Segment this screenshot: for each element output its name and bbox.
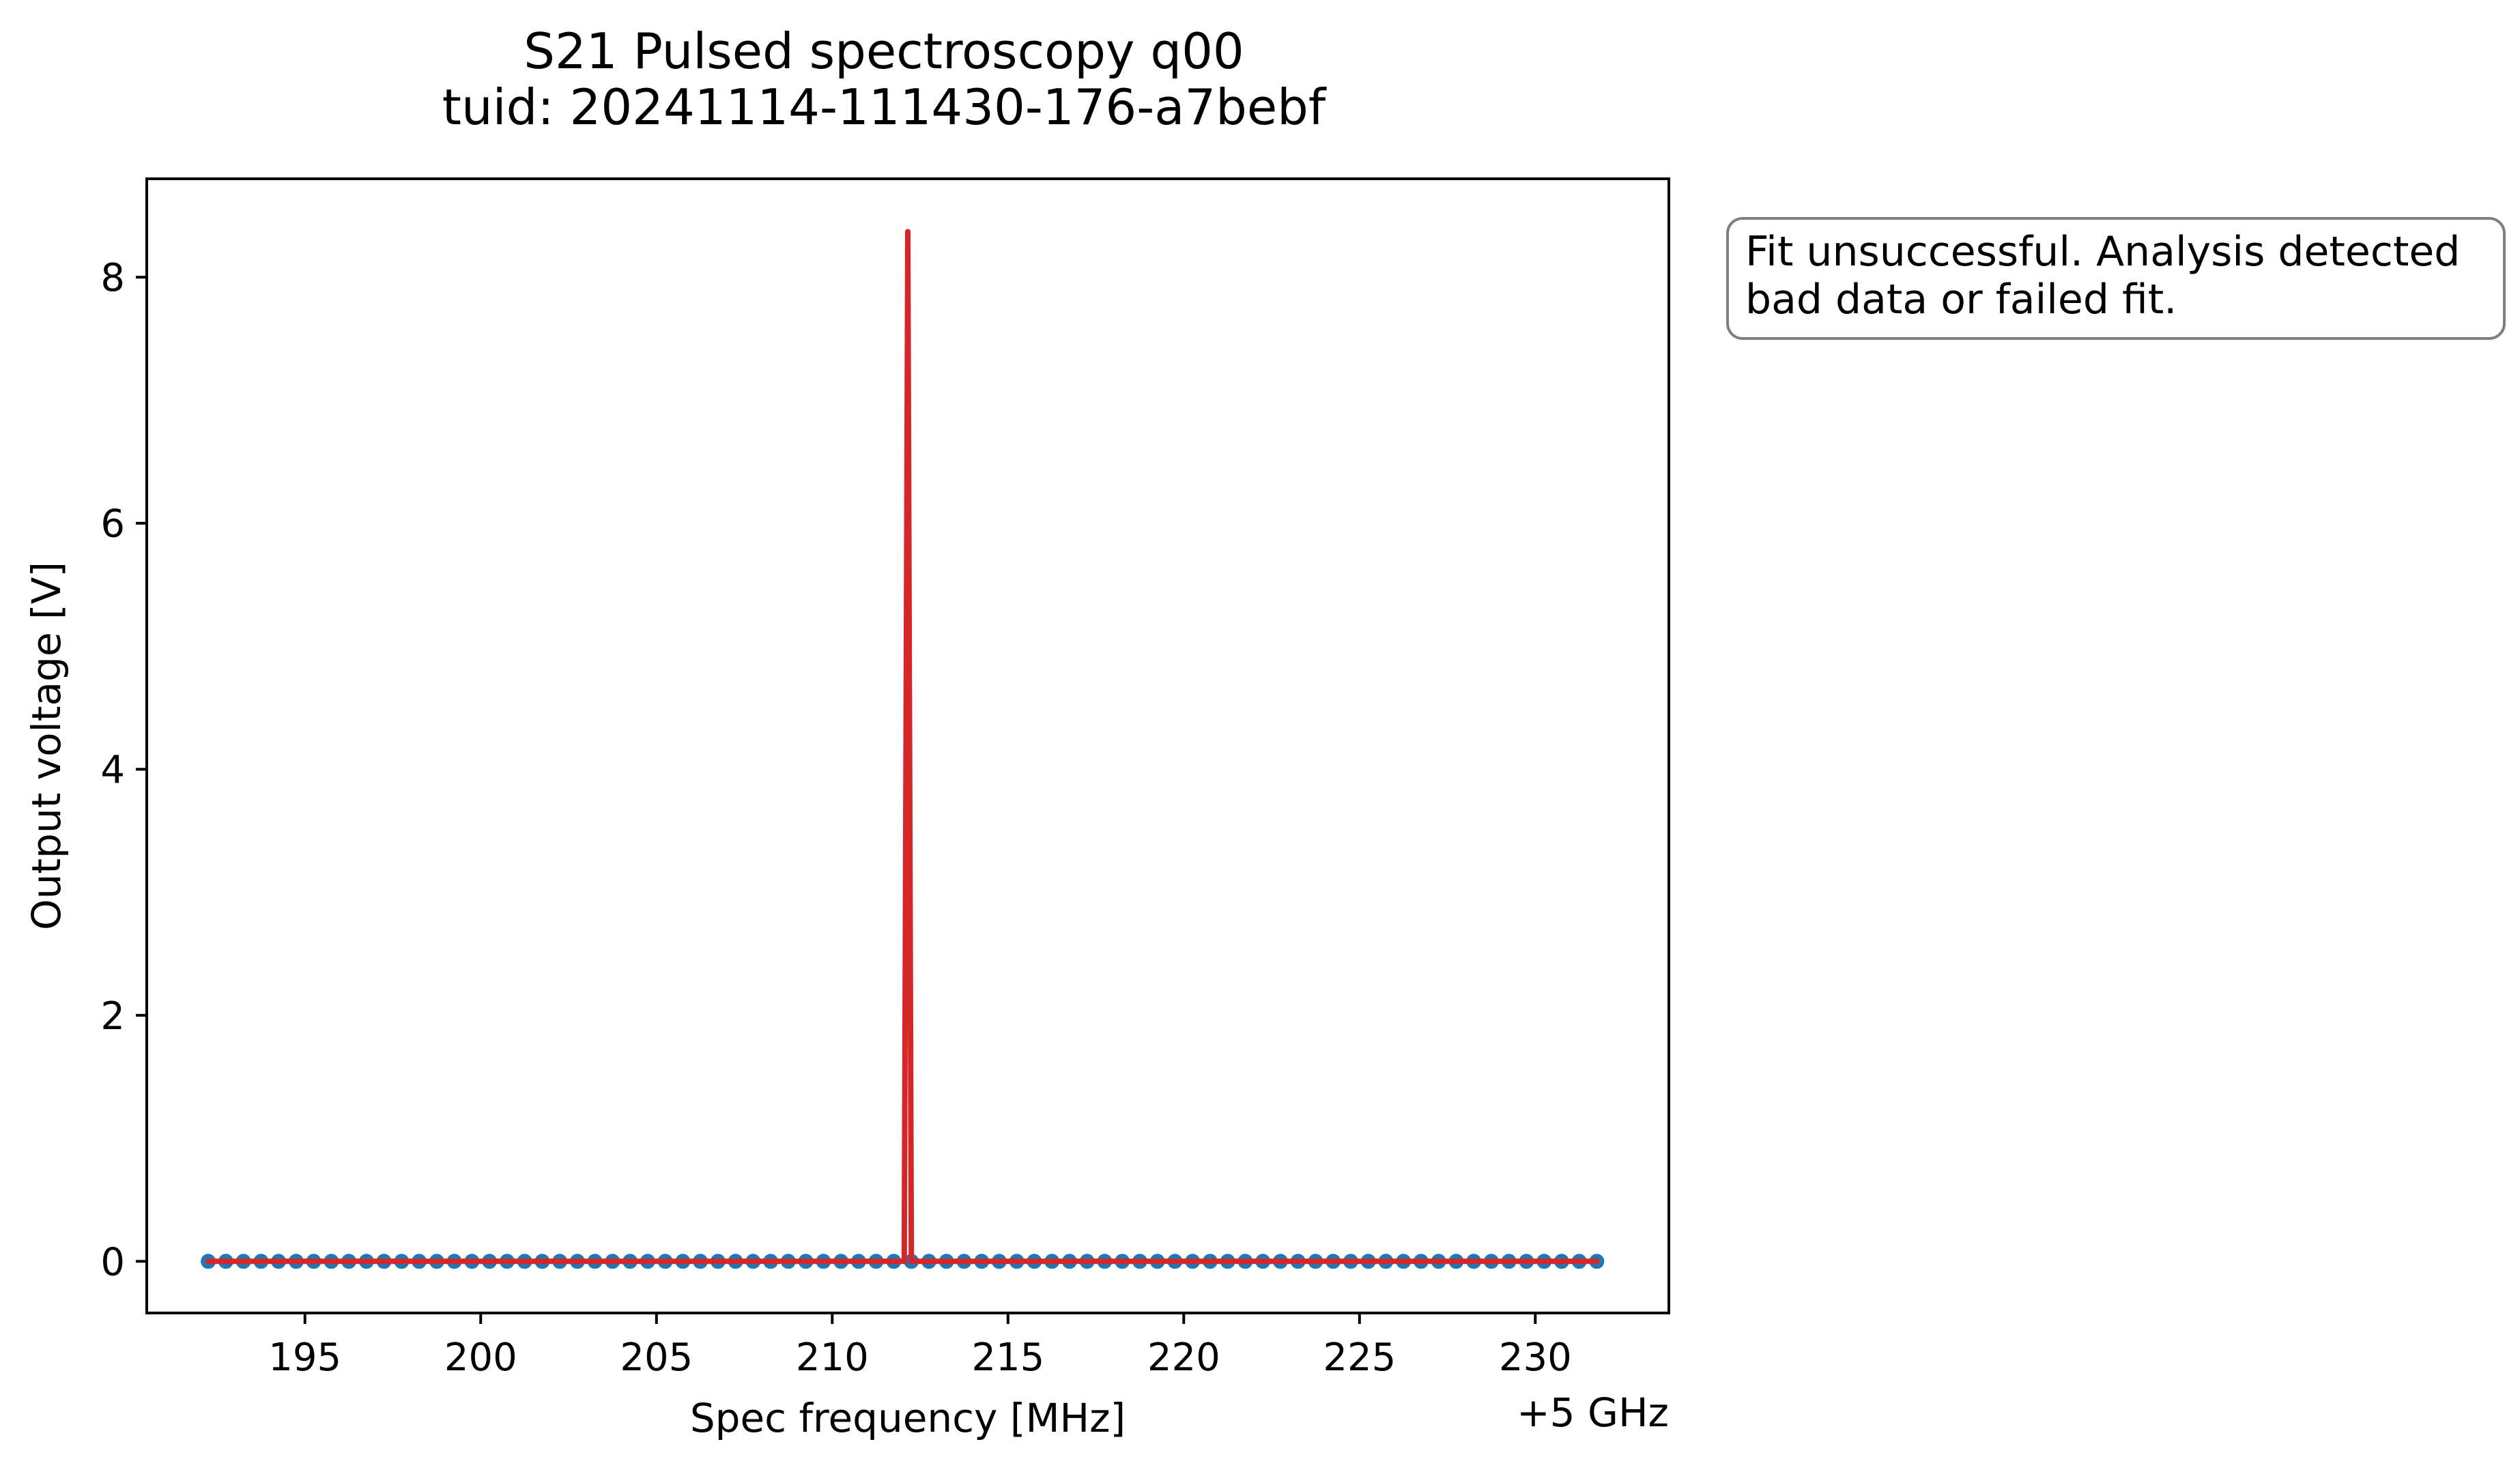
y-tick-label: 2 bbox=[100, 994, 125, 1039]
x-tick-label: 200 bbox=[444, 1336, 517, 1380]
x-tick-label: 205 bbox=[620, 1336, 693, 1380]
chart-title: S21 Pulsed spectroscopy q00 bbox=[524, 23, 1244, 80]
y-tick-label: 4 bbox=[100, 748, 125, 792]
y-tick-label: 8 bbox=[100, 256, 125, 300]
annotation-line-1: Fit unsuccessful. Analysis detected bbox=[1745, 228, 2460, 276]
y-axis: 0 2 4 6 8 bbox=[100, 256, 147, 1284]
annotation-line-2: bad data or failed fit. bbox=[1745, 276, 2177, 323]
x-tick-label: 195 bbox=[268, 1336, 341, 1380]
chart-title-group: S21 Pulsed spectroscopy q00 tuid: 202411… bbox=[442, 23, 1327, 136]
plot-frame bbox=[145, 177, 1670, 1314]
fit-line bbox=[205, 229, 1600, 1265]
x-tick-label: 225 bbox=[1323, 1336, 1396, 1380]
x-axis-offset-label: +5 GHz bbox=[1517, 1389, 1669, 1436]
fit-status-annotation: Fit unsuccessful. Analysis detected bad … bbox=[1726, 217, 2506, 340]
x-tick-label: 215 bbox=[971, 1336, 1044, 1380]
x-tick-label: 230 bbox=[1499, 1336, 1572, 1380]
plot-area bbox=[201, 229, 1605, 1269]
y-tick-label: 6 bbox=[100, 502, 125, 547]
x-tick-label: 220 bbox=[1147, 1336, 1220, 1380]
y-tick-label: 0 bbox=[100, 1240, 125, 1284]
x-tick-label: 210 bbox=[796, 1336, 869, 1380]
annotation-box bbox=[1726, 217, 2506, 340]
x-axis: 195 200 205 210 215 220 225 230 bbox=[268, 1313, 1572, 1380]
y-axis-label: Output voltage [V] bbox=[23, 562, 70, 930]
x-axis-label: Spec frequency [MHz] bbox=[690, 1395, 1126, 1441]
chart-subtitle: tuid: 20241114-111430-176-a7bebf bbox=[442, 78, 1327, 136]
